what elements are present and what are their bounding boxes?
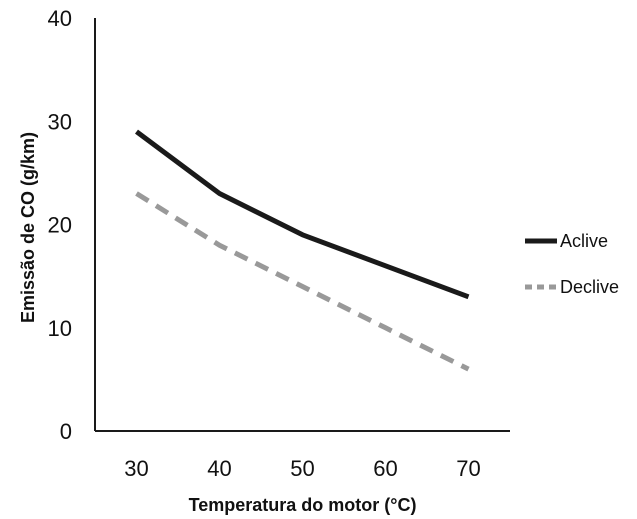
y-tick-label: 40 (48, 6, 72, 31)
data-point-declive (466, 367, 471, 372)
x-tick-label: 50 (290, 456, 314, 481)
y-tick-label: 20 (48, 213, 72, 238)
x-tick-label: 40 (207, 456, 231, 481)
data-point-declive (134, 191, 139, 196)
data-point-aclive (300, 232, 305, 237)
series-line-aclive (135, 129, 470, 300)
series-line-declive (135, 191, 470, 372)
x-axis-title: Temperatura do motor (°C) (189, 495, 417, 515)
x-axis-ticks: 30 40 50 60 70 (124, 456, 480, 481)
legend-label-aclive: Aclive (560, 231, 608, 251)
y-tick-label: 30 (48, 109, 72, 134)
x-tick-label: 60 (373, 456, 397, 481)
legend-label-declive: Declive (560, 277, 619, 297)
data-point-aclive (466, 294, 471, 299)
series-layer (134, 129, 471, 372)
y-axis-title: Emissão de CO (g/km) (18, 132, 38, 323)
data-point-aclive (217, 191, 222, 196)
data-point-aclive (383, 263, 388, 268)
data-point-declive (217, 243, 222, 248)
y-axis-ticks: 0 10 20 30 40 (48, 6, 72, 444)
data-point-aclive (134, 129, 139, 134)
y-tick-label: 10 (48, 316, 72, 341)
legend: Aclive Declive (525, 231, 619, 297)
data-point-declive (383, 325, 388, 330)
x-tick-label: 70 (456, 456, 480, 481)
y-tick-label: 0 (60, 419, 72, 444)
data-point-declive (300, 284, 305, 289)
x-tick-label: 30 (124, 456, 148, 481)
